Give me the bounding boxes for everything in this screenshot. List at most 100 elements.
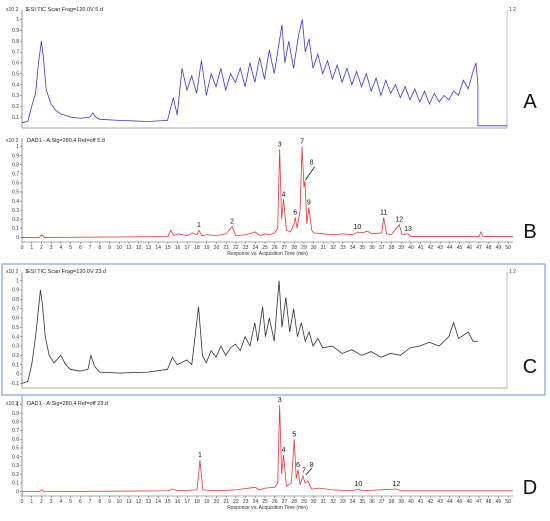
x-tick-label: 39 — [398, 499, 404, 505]
x-tick-label: 50 — [505, 499, 511, 505]
x-tick-label: 42 — [428, 499, 434, 505]
y-tick-label: 0.9 — [12, 28, 19, 34]
x-tick-label: 6 — [79, 499, 82, 505]
y-tick-label: 1 — [16, 17, 19, 23]
x-tick-label: 24 — [253, 245, 259, 251]
panel-border — [1, 263, 546, 396]
x-tick-label: 28 — [291, 245, 297, 251]
x-tick-label: 38 — [389, 245, 395, 251]
x-tick-label: 9 — [108, 499, 111, 505]
peak-arrow — [305, 467, 313, 476]
peak-label: 12 — [395, 217, 403, 224]
peak-label: 3 — [278, 141, 282, 148]
y-tick-label: 0.3 — [12, 463, 19, 469]
y-tick-label: 0.1 — [12, 362, 19, 368]
panel-letter: C — [523, 356, 537, 378]
x-tick-label: 47 — [476, 499, 482, 505]
x-tick-label: 40 — [408, 245, 414, 251]
y-tick-label: 0 — [16, 372, 19, 378]
peak-label: 6 — [296, 462, 300, 469]
panel-letter: D — [523, 477, 537, 499]
x-tick-label: 3 — [50, 499, 53, 505]
x-tick-label: 13 — [146, 499, 152, 505]
y-tick-label: 0.4 — [12, 199, 19, 205]
x-tick-label: 20 — [214, 499, 220, 505]
x-tick-label: 27 — [282, 499, 288, 505]
x-tick-label: 49 — [496, 245, 502, 251]
panel-D: x10 2 DAD1 - A:Sig=280,4 Ref=off 23.d 0 0.1… — [6, 396, 537, 511]
y-tick-label: 0.8 — [12, 162, 19, 168]
x-tick-label: 12 — [136, 245, 142, 251]
y-scale-label: x10 2 — [6, 269, 18, 275]
y-tick-label: 0.9 — [12, 153, 19, 159]
y-tick-label: 0.4 — [12, 454, 19, 460]
x-tick-label: 9 — [108, 245, 111, 251]
y-tick-label: 0.3 — [12, 344, 19, 350]
y-scale-label: x10 2 — [6, 138, 18, 144]
x-tick-label: 26 — [272, 245, 278, 251]
x-tick-label: 15 — [165, 499, 171, 505]
x-tick-label: 11 — [126, 499, 131, 505]
series-line — [21, 19, 479, 123]
x-tick-label: 17 — [185, 499, 191, 505]
x-tick-label: 8 — [98, 245, 101, 251]
y-tick-label: 0.6 — [12, 437, 19, 443]
x-tick-label: 29 — [301, 499, 307, 505]
x-tick-label: 36 — [369, 499, 375, 505]
x-tick-label: 32 — [330, 245, 336, 251]
y-tick-label: 0 — [16, 235, 19, 241]
y-tick-label: 0 — [16, 489, 19, 495]
y-tick-label: 0.8 — [12, 420, 19, 426]
x-tick-label: 0 — [21, 499, 24, 505]
series-tail — [477, 84, 507, 127]
peak-label: 4 — [282, 447, 286, 454]
x-tick-label: 19 — [204, 245, 210, 251]
x-tick-label: 42 — [428, 245, 434, 251]
peak-arrow — [305, 166, 315, 181]
x-tick-label: 44 — [447, 245, 453, 251]
x-tick-label: 23 — [243, 245, 249, 251]
marker-right: 1 2 — [509, 7, 516, 13]
y-tick-label: 0.2 — [12, 353, 19, 359]
x-tick-label: 34 — [350, 499, 356, 505]
x-tick-label: 2 — [40, 245, 43, 251]
panel-B: x10 2 DAD1 - A:Sig=280,4 Ref=off 5.d 0 0.1 0… — [6, 138, 537, 257]
x-tick-label: 30 — [311, 499, 317, 505]
panel-C: x10 2 ESI TIC Scan Frag=120.0V 23.d -0.1 0 0… — [1, 263, 546, 396]
x-tick-label: 16 — [175, 245, 181, 251]
x-tick-label: 21 — [223, 245, 229, 251]
y-tick-label: 0.5 — [12, 325, 19, 331]
marker-right: 1 2 — [509, 269, 516, 275]
x-tick-label: 3 — [50, 245, 53, 251]
x-tick-label: 18 — [194, 499, 200, 505]
panel-title: ESI TIC Scan Frag=120.0V 5.d — [27, 7, 103, 13]
x-tick-label: 16 — [175, 499, 181, 505]
marker-left: 1 — [25, 7, 28, 13]
x-tick-label: 7 — [89, 499, 92, 505]
y-tick-label: 0.6 — [12, 181, 19, 187]
x-tick-label: 23 — [243, 499, 249, 505]
peak-label: 7 — [302, 467, 306, 474]
peak-label: 12 — [392, 481, 400, 488]
x-tick-label: 33 — [340, 499, 346, 505]
x-tick-label: 43 — [437, 245, 443, 251]
y-tick-label: 0.5 — [12, 190, 19, 196]
panel-title: DAD1 - A:Sig=280,4 Ref=off 23.d — [27, 401, 108, 407]
panel-title: ESI TIC Scan Frag=120.0V 23.d — [27, 269, 106, 275]
x-tick-label: 1 — [30, 245, 33, 251]
y-tick-label: 0.5 — [12, 71, 19, 77]
x-tick-label: 14 — [155, 499, 161, 505]
x-tick-label: 30 — [311, 245, 317, 251]
x-tick-label: 22 — [233, 499, 239, 505]
x-axis-label: Response vs. Acquisition Time (min) — [227, 505, 308, 511]
x-tick-label: 47 — [476, 245, 482, 251]
y-scale-label: x10 2 — [6, 7, 18, 13]
x-tick-label: 25 — [262, 245, 268, 251]
y-tick-label: 0.9 — [12, 411, 19, 417]
y-tick-label: 1 — [16, 278, 19, 284]
series-line — [21, 280, 478, 384]
y-tick-label: 0.8 — [12, 297, 19, 303]
x-tick-label: 14 — [155, 245, 161, 251]
peak-label: 7 — [300, 139, 304, 146]
